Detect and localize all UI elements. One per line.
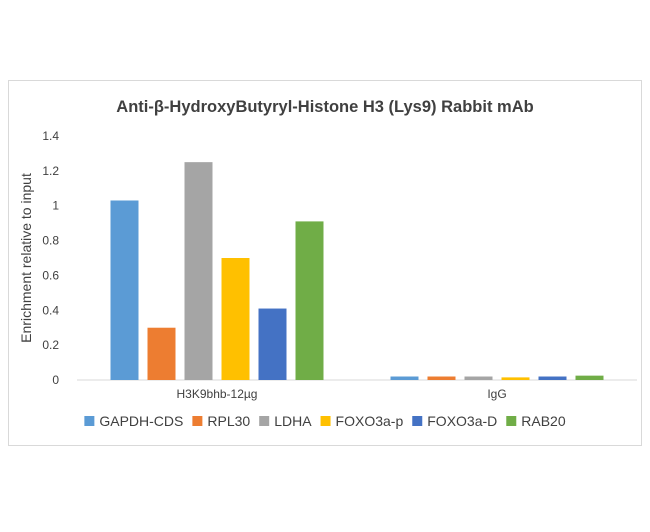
y-tick-label: 0.6 [42, 268, 59, 282]
y-tick-label: 0 [52, 373, 59, 387]
legend-swatch [84, 416, 95, 426]
legend-label: RPL30 [207, 413, 250, 429]
legend-item: FOXO3a-p [320, 413, 404, 429]
bar-rpl30 [147, 327, 176, 380]
legend-label: GAPDH-CDS [99, 413, 183, 429]
bars [110, 162, 604, 380]
legend: GAPDH-CDS RPL30 LDHA FOXO3a-p FOXO3a-D RAB20 [84, 413, 566, 429]
bar-foxo3a-d [258, 308, 287, 380]
y-tick-label: 1 [52, 199, 59, 213]
bar-rpl30 [427, 376, 456, 380]
legend-swatch [320, 416, 331, 426]
legend-item: LDHA [259, 413, 312, 429]
legend-label: RAB20 [521, 413, 566, 429]
legend-swatch [259, 416, 270, 426]
bar-foxo3a-p [221, 258, 250, 380]
bar-gapdh-cds [110, 200, 139, 380]
x-ticks: H3K9bhb-12µg IgG [177, 387, 507, 401]
chart-frame: Anti-β-HydroxyButyryl-Histone H3 (Lys9) … [8, 80, 642, 446]
legend-item: RAB20 [506, 413, 566, 429]
x-tick-label: IgG [487, 387, 506, 401]
bar-rab20 [575, 375, 604, 380]
bar-gapdh-cds [390, 376, 419, 380]
y-tick-label: 0.8 [42, 234, 59, 248]
y-tick-label: 1.2 [42, 164, 59, 178]
y-axis-label: Enrichment relative to input [18, 173, 34, 343]
bar-foxo3a-d [538, 376, 567, 380]
y-ticks: 0 0.2 0.4 0.6 0.8 1 1.2 1.4 [42, 129, 59, 387]
legend-swatch [412, 416, 423, 426]
x-tick-label: H3K9bhb-12µg [177, 387, 258, 401]
legend-item: GAPDH-CDS [84, 413, 183, 429]
bar-ldha [464, 376, 493, 380]
bar-rab20 [295, 221, 324, 380]
legend-label: FOXO3a-p [336, 413, 404, 429]
bar-ldha [184, 162, 213, 380]
y-tick-label: 0.2 [42, 338, 59, 352]
legend-item: RPL30 [192, 413, 250, 429]
bar-foxo3a-p [501, 377, 530, 380]
legend-item: FOXO3a-D [412, 413, 497, 429]
chart-title: Anti-β-HydroxyButyryl-Histone H3 (Lys9) … [116, 98, 533, 116]
y-tick-label: 0.4 [42, 303, 59, 317]
legend-label: FOXO3a-D [427, 413, 497, 429]
legend-label: LDHA [274, 413, 312, 429]
legend-swatch [192, 416, 203, 426]
legend-swatch [506, 416, 517, 426]
y-tick-label: 1.4 [42, 129, 59, 143]
chart-svg: Anti-β-HydroxyButyryl-Histone H3 (Lys9) … [18, 98, 637, 429]
